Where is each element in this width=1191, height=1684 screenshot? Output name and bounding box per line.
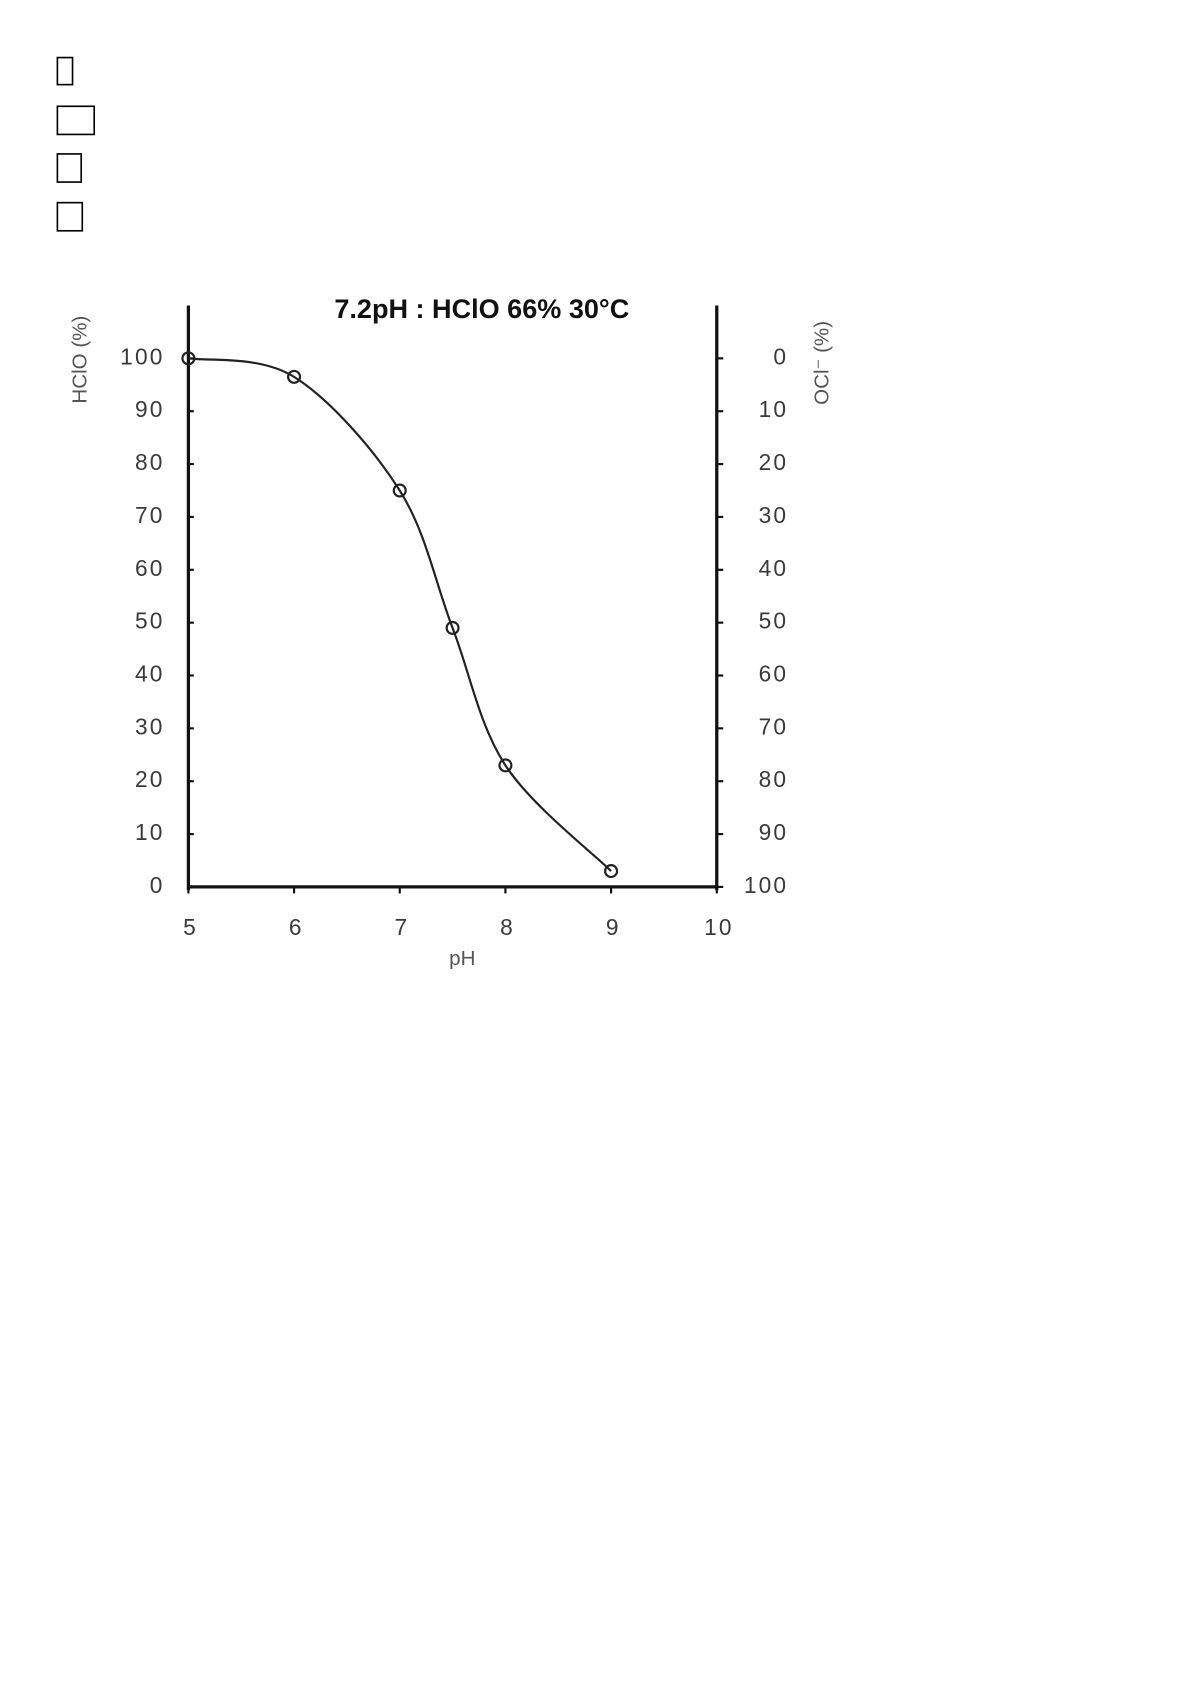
glyph-box xyxy=(56,153,83,183)
y2-tick-label: 10 xyxy=(759,396,789,422)
y-tick-label: 100 xyxy=(120,343,164,369)
data-point xyxy=(181,351,196,366)
y-tick-label: 10 xyxy=(135,819,165,845)
y-tick-label: 60 xyxy=(135,555,165,581)
data-point xyxy=(498,758,513,773)
data-point xyxy=(287,369,302,384)
y2-tick-label: 80 xyxy=(759,766,789,792)
y-tick-label: 50 xyxy=(135,608,165,634)
y2-tick-label: 60 xyxy=(759,661,789,687)
y-tick-label: 80 xyxy=(135,449,165,475)
x-tick-label: 8 xyxy=(500,914,515,940)
y-axis-label: HClO (%) xyxy=(69,316,92,404)
missing-glyph-boxes xyxy=(56,56,96,232)
y-tick-label: 30 xyxy=(135,713,165,739)
chart-title: 7.2pH : HClO 66% 30°C xyxy=(334,294,629,324)
y-tick-label: 70 xyxy=(135,502,165,528)
y-tick-label: 90 xyxy=(135,396,165,422)
x-tick-label: 10 xyxy=(704,914,734,940)
x-axis-label: pH xyxy=(449,947,475,970)
y2-tick-label: 30 xyxy=(759,502,789,528)
y-tick-label: 0 xyxy=(150,872,165,898)
y-tick-label: 40 xyxy=(135,661,165,687)
x-tick-label: 7 xyxy=(395,914,410,940)
x-tick-label: 9 xyxy=(606,914,621,940)
glyph-box xyxy=(56,56,74,86)
y2-tick-label: 40 xyxy=(759,555,789,581)
data-point xyxy=(604,864,619,879)
y2-tick-label: 0 xyxy=(773,343,788,369)
x-tick-label: 5 xyxy=(183,914,198,940)
y-tick-label: 20 xyxy=(135,766,165,792)
curve xyxy=(188,357,612,872)
y2-tick-label: 90 xyxy=(759,819,789,845)
data-point xyxy=(392,483,407,498)
y2-axis-label: OCl⁻ (%) xyxy=(810,321,833,405)
y2-tick-label: 20 xyxy=(759,449,789,475)
y2-tick-label: 50 xyxy=(759,608,789,634)
glyph-box xyxy=(56,201,84,232)
x-tick-label: 6 xyxy=(289,914,304,940)
data-point xyxy=(445,620,460,635)
y2-tick-label: 100 xyxy=(744,872,788,898)
y2-tick-label: 70 xyxy=(759,713,789,739)
glyph-box xyxy=(56,105,96,136)
